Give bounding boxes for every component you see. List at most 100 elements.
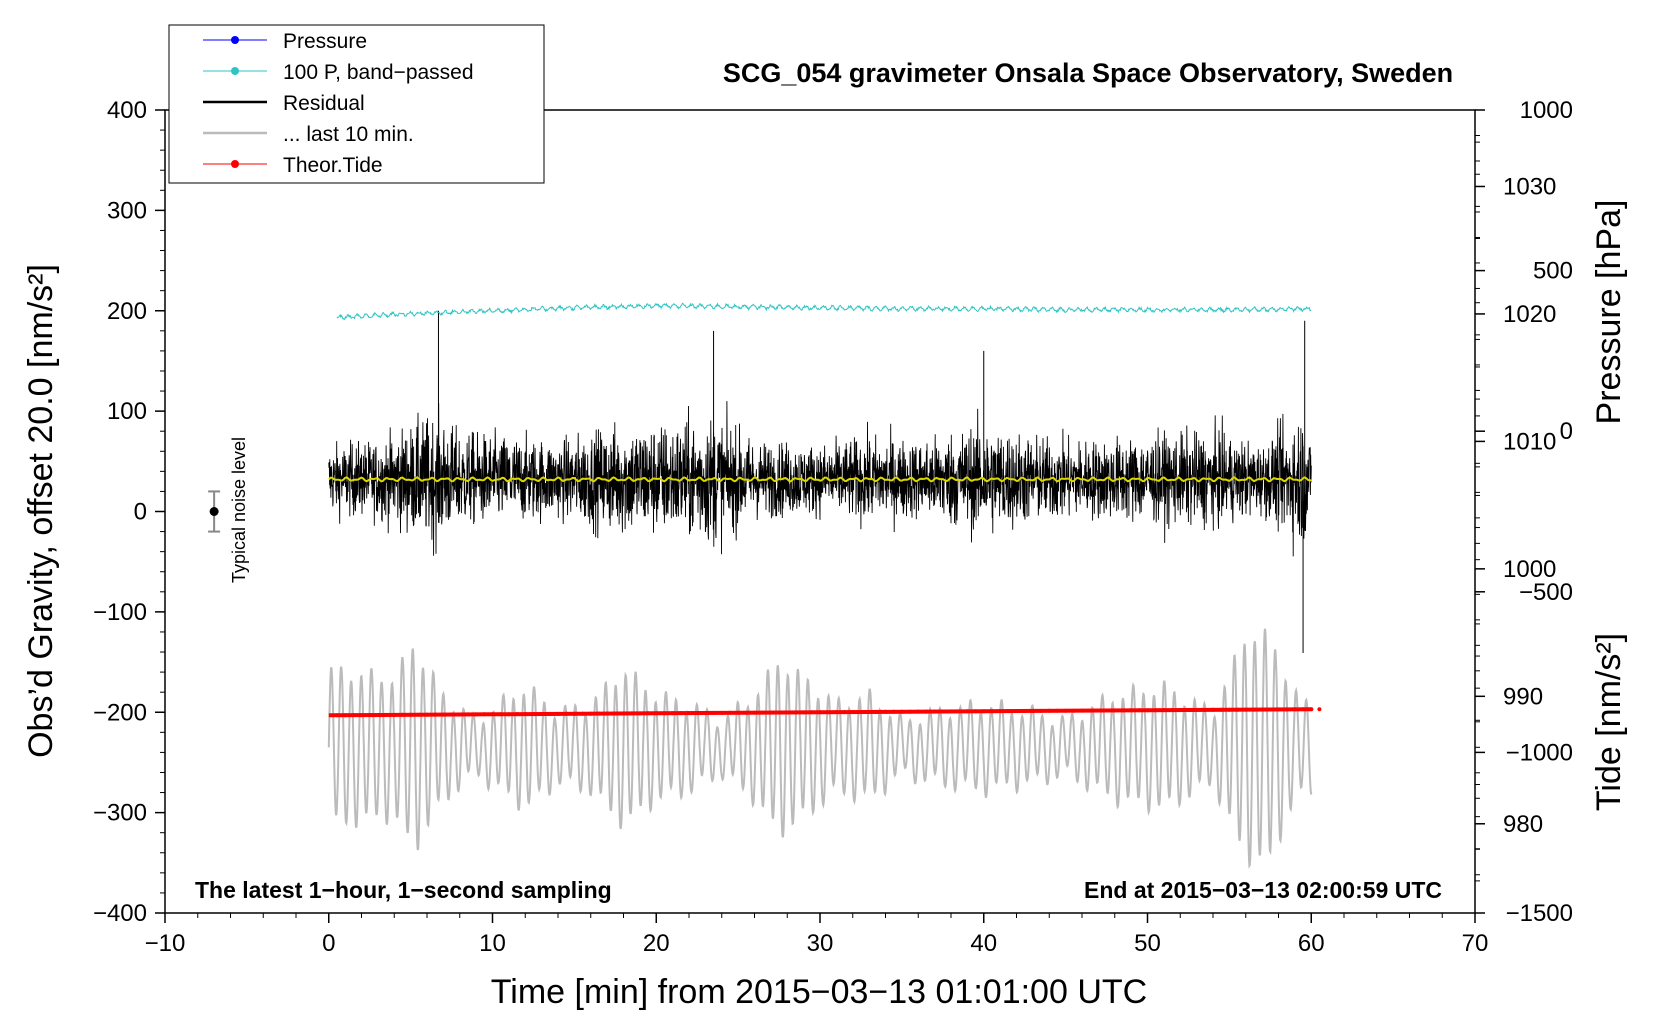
left-y-axis: 400 300 200 100 0 −100 −200 −300 −400 [93,97,165,927]
y-tick-label: 100 [107,398,147,425]
theor-tide-point [490,712,495,717]
theor-tide-point [531,712,536,716]
theor-tide-point [744,710,749,715]
theor-tide-point [1030,708,1035,713]
legend-marker [231,160,239,168]
theor-tide-point [1211,707,1215,712]
theor-tide-point [1137,708,1142,713]
legend-label: Theor.Tide [283,154,383,177]
x-tick-label: 10 [479,930,506,957]
theor-tide-point [1317,707,1322,712]
theor-tide-point [850,710,855,714]
theor-tide-point [1055,708,1060,713]
theor-tide-point [793,710,798,715]
residual-smoothed-series [328,476,1312,483]
x-tick-label: 30 [807,930,834,957]
pressure-tick-label: 1020 [1503,301,1556,328]
theor-tide-point [359,713,364,718]
theor-tide-point [613,711,618,716]
x-tick-label: 40 [970,930,997,957]
y-tick-label: −300 [93,800,147,827]
theor-tide-point [646,711,651,716]
residual-line [328,401,1312,557]
y-tick-label: 300 [107,197,147,224]
pressure-tick-label: 1010 [1503,428,1556,455]
noise-level-label: Typical noise level [229,437,249,583]
theor-tide-point [449,712,454,717]
theor-tide-point [687,711,691,716]
tide-tick-label: −1000 [1506,739,1573,766]
theor-tide-point [1129,708,1134,713]
theor-tide-point [637,711,642,716]
theor-tide-point [760,710,765,715]
theor-tide-point [588,711,593,716]
theor-tide-point [474,712,479,717]
theor-tide-point [1080,708,1084,713]
theor-tide-point [957,709,962,714]
theor-tide-point [564,711,569,716]
pressure-axis: 1030 1020 1010 1000 990 980 [1475,134,1556,876]
y-tick-label: 200 [107,298,147,325]
theor-tide-point [1047,708,1052,713]
theor-tide-point [596,711,601,716]
theor-tide-point [736,710,741,715]
theor-tide-point [834,710,839,715]
last-10-min-series [327,628,1313,869]
theor-tide-point [523,712,528,717]
theor-tide-point [965,709,970,714]
theor-tide-point [482,712,487,717]
theor-tide-point [1243,707,1248,712]
theor-tide-point [1301,707,1306,712]
theor-tide-point [842,710,847,715]
theor-tide-point [777,710,782,715]
theor-tide-point [998,709,1003,714]
theor-tide-point [556,711,560,716]
residual-smoothed-line [328,476,1312,483]
theor-tide-point [1112,708,1117,713]
theor-tide-point [1145,708,1150,713]
theor-tide-point [1153,708,1158,713]
tide-tick-label: 0 [1560,418,1573,445]
theor-tide-point [506,712,511,717]
pressure-tick-label: 990 [1503,683,1543,710]
x-axis: −10 0 10 20 30 40 50 60 70 [145,913,1489,957]
tide-axis-label: Tide [nm/s²] [1590,633,1628,811]
pressure-bandpassed-series [336,302,1312,321]
theor-tide-point [1202,707,1207,712]
theor-tide-point [875,709,880,714]
x-tick-label: 70 [1462,930,1489,957]
theor-tide-point [1170,708,1175,713]
theor-tide-point [818,710,822,715]
last-10-min-line [327,628,1313,869]
theor-tide-point [678,711,683,716]
theor-tide-point [1235,707,1240,712]
theor-tide-point [1219,707,1224,712]
pressure-axis-label: Pressure [hPa] [1590,200,1628,425]
theor-tide-point [441,712,446,717]
tide-axis: 1000 500 0 −500 −1000 −1500 [1475,97,1573,927]
theor-tide-point [343,713,348,718]
theor-tide-point [989,709,994,714]
sampling-note: The latest 1−hour, 1−second sampling [195,877,612,903]
x-tick-label: 0 [322,930,335,957]
legend-marker [231,67,239,75]
legend-label: 100 P, band−passed [283,61,474,84]
theor-tide-point [425,712,429,717]
noise-bar-center [209,507,219,516]
theor-tide-point [973,709,978,714]
y-tick-label: 400 [107,97,147,124]
theor-tide-point [605,711,610,716]
theor-tide-point [392,712,397,717]
theor-tide-point [1260,707,1265,712]
theor-tide-point [367,713,372,717]
legend-label: ... last 10 min. [283,123,414,146]
theor-tide-point [785,710,790,715]
theor-tide-point [547,711,552,716]
y-tick-label: −200 [93,699,147,726]
theor-tide-point [1268,707,1273,712]
pressure-tick-label: 1030 [1503,173,1556,200]
theor-tide-point [1309,707,1314,712]
theor-tide-point [384,712,389,717]
tide-tick-label: −1500 [1506,900,1573,927]
